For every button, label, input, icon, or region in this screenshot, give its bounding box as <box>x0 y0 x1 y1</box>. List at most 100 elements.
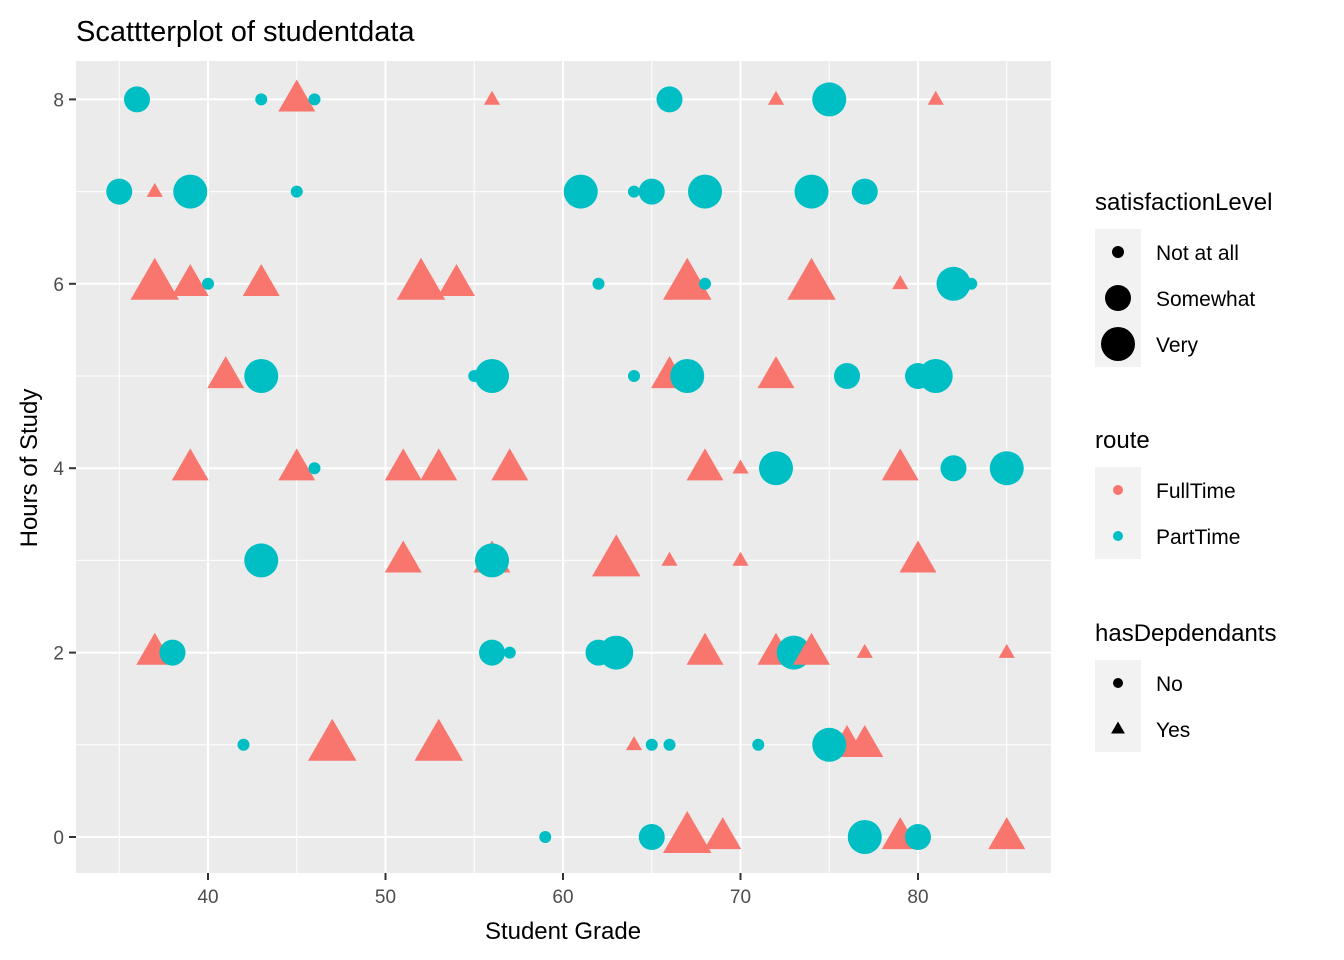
data-point-triangle <box>491 448 529 481</box>
data-point-circle <box>812 727 847 762</box>
y-tick-label: 6 <box>53 275 64 296</box>
x-tick-label: 50 <box>375 887 396 908</box>
data-point-triangle <box>899 540 937 573</box>
data-point-circle <box>656 86 683 113</box>
data-point-circle <box>645 738 658 751</box>
data-point-circle <box>592 277 605 290</box>
data-point-circle <box>759 451 793 486</box>
data-point-triangle <box>130 257 180 300</box>
data-point-triangle <box>856 643 873 658</box>
legend: satisfactionLevel Not at all Somewhat Very r… <box>1095 189 1276 752</box>
legend-size-circle <box>1105 285 1131 311</box>
data-point-circle <box>159 639 186 666</box>
data-point-circle <box>475 543 509 578</box>
y-tick-label: 4 <box>53 459 64 480</box>
data-point-triangle <box>307 718 357 761</box>
legend-shape-circle <box>1113 678 1123 688</box>
data-point-circle <box>479 639 505 666</box>
data-point-triangle <box>207 356 245 389</box>
y-tick-label: 8 <box>53 90 64 111</box>
y-tick-label: 2 <box>53 644 64 665</box>
axes: 40 50 60 70 80 0 2 4 6 8 <box>53 90 928 908</box>
y-axis-title: Hours of Study <box>16 389 43 548</box>
data-point-circle <box>918 359 953 393</box>
data-point-circle <box>965 277 978 290</box>
data-point-circle <box>244 543 279 578</box>
legend-label: FullTime <box>1156 480 1236 503</box>
data-point-triangle <box>793 632 830 665</box>
data-point-circle <box>106 178 133 205</box>
data-point-triangle <box>988 817 1026 850</box>
data-point-triangle <box>438 263 475 296</box>
data-point-triangle <box>787 257 836 300</box>
data-point-circle <box>628 370 640 382</box>
data-point-circle <box>638 824 665 850</box>
legend-color-dot <box>1113 485 1123 495</box>
data-point-circle <box>503 646 516 659</box>
data-point-circle <box>663 738 676 751</box>
data-point-triangle <box>384 448 422 481</box>
legend-size-circle <box>1101 327 1135 361</box>
x-tick-label: 40 <box>197 887 218 908</box>
data-point-triangle <box>662 257 712 300</box>
legend-shape-triangle <box>1111 721 1125 734</box>
data-point-circle <box>599 635 634 670</box>
data-point-triangle <box>767 90 785 105</box>
legend-title: route <box>1095 427 1150 454</box>
x-tick-label: 60 <box>552 887 573 908</box>
data-point-circle <box>752 738 765 751</box>
data-point-triangle <box>661 551 678 566</box>
data-point-circle <box>563 174 598 209</box>
data-point-circle <box>475 359 509 393</box>
data-point-triangle <box>420 448 458 481</box>
data-point-circle <box>688 174 722 209</box>
data-point-circle <box>638 178 665 205</box>
data-point-triangle <box>171 448 209 481</box>
data-point-triangle <box>171 263 209 296</box>
data-point-triangle <box>732 551 749 566</box>
data-point-circle <box>255 93 268 106</box>
plot-panel <box>76 61 1051 873</box>
chart-title: Scattterplot of studentdata <box>76 16 415 48</box>
data-point-circle <box>989 451 1024 486</box>
data-point-triangle <box>483 90 501 105</box>
data-point-triangle <box>998 643 1015 658</box>
data-point-triangle <box>146 182 163 197</box>
data-point-circle <box>905 824 931 850</box>
data-point-circle <box>628 185 640 198</box>
data-point-triangle <box>732 459 749 474</box>
data-point-circle <box>173 174 208 209</box>
data-point-triangle <box>414 718 464 761</box>
legend-label: Not at all <box>1156 242 1239 265</box>
data-point-triangle <box>278 79 316 112</box>
data-point-circle <box>847 820 882 854</box>
data-point-circle <box>237 738 250 751</box>
data-point-triangle <box>892 275 909 290</box>
data-point-circle <box>244 359 279 393</box>
data-point-triangle <box>242 263 280 296</box>
legend-label: Somewhat <box>1156 288 1255 311</box>
data-point-circle <box>670 359 705 393</box>
legend-label: Yes <box>1156 719 1190 742</box>
data-point-triangle <box>384 540 422 573</box>
data-point-circle <box>202 277 214 290</box>
data-point-triangle <box>625 736 643 751</box>
data-point-triangle <box>396 257 446 300</box>
data-point-triangle <box>881 448 919 481</box>
data-point-triangle <box>686 448 724 481</box>
data-point-triangle <box>846 724 884 757</box>
data-point-circle <box>834 363 860 389</box>
data-point-circle <box>290 185 303 198</box>
x-axis-title: Student Grade <box>485 918 641 945</box>
y-tick-label: 0 <box>53 828 64 849</box>
data-points <box>106 79 1026 854</box>
data-point-circle <box>940 455 967 482</box>
x-tick-label: 70 <box>730 887 751 908</box>
data-point-circle <box>794 174 829 209</box>
legend-label: No <box>1156 673 1183 696</box>
data-point-triangle <box>757 356 795 389</box>
data-point-circle <box>124 86 150 113</box>
data-point-triangle <box>662 810 712 853</box>
data-point-triangle <box>686 632 724 665</box>
